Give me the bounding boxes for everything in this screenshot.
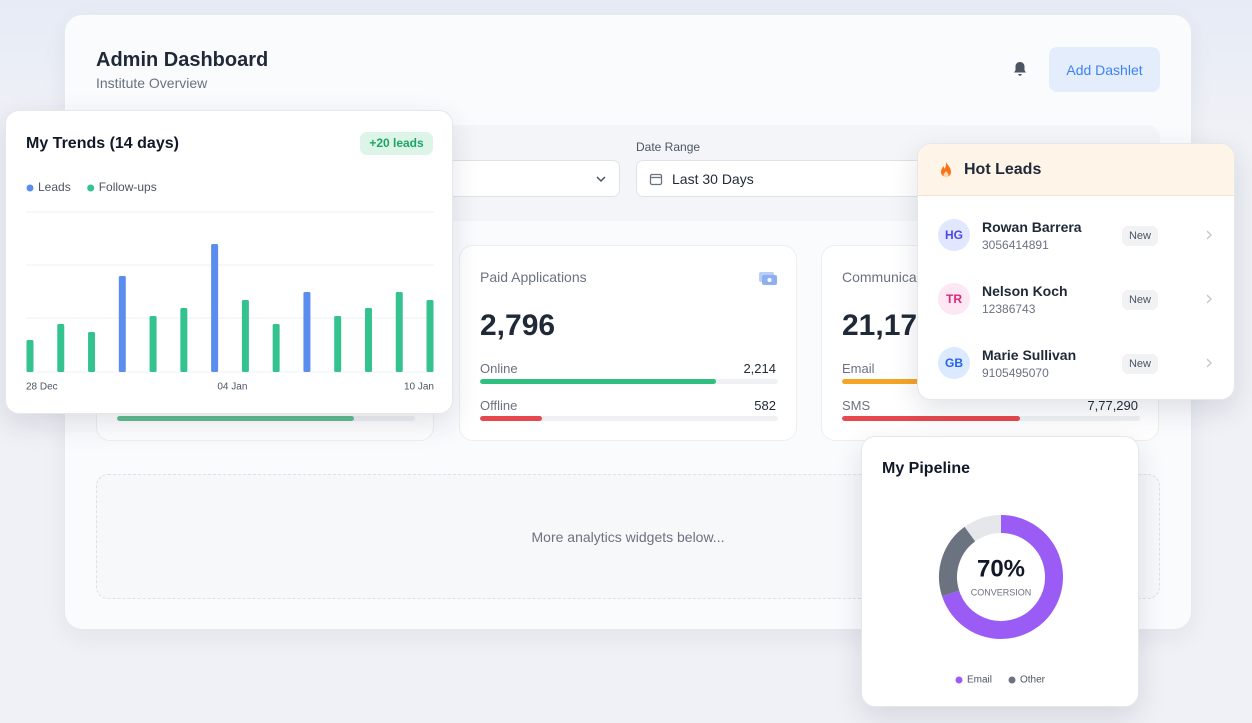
bar <box>364 308 372 372</box>
progress-track <box>480 416 778 421</box>
legend-label: Follow-ups <box>99 180 157 194</box>
donut-caption: CONVERSION <box>971 587 1032 597</box>
lead-name: Nelson Koch <box>982 283 1068 299</box>
lead-row[interactable]: HG Rowan Barrera 3056414891 New <box>918 219 1234 265</box>
chevron-icon <box>1206 230 1212 240</box>
pipeline-chart: My Pipeline 70% CONVERSION Email Other <box>882 460 1063 686</box>
badge: +20 leads <box>369 136 424 150</box>
hot-leads-header <box>918 144 1234 196</box>
lead-name: Marie Sullivan <box>982 347 1077 363</box>
hot-leads-title: Hot Leads <box>964 161 1042 178</box>
legend-swatch <box>87 184 95 192</box>
legend-swatch <box>955 676 963 684</box>
x-tick-label: 04 Jan <box>217 382 247 393</box>
add-dashlet-button[interactable]: Add Dashlet <box>1049 47 1160 92</box>
date-range-label: Date Range <box>636 140 701 154</box>
donut-center-value: 70% <box>977 555 1025 582</box>
x-tick-label: 28 Dec <box>26 382 58 393</box>
badge-bg <box>360 132 433 155</box>
hot-leads-card: Hot Leads HG Rowan Barrera 3056414891 New TR… <box>917 143 1235 400</box>
bar <box>334 316 342 372</box>
lead-row[interactable]: TR Nelson Koch 12386743 New <box>918 283 1234 329</box>
stat-card: Paid Applications 2,796 Online 2,214 Off… <box>459 245 797 441</box>
avatar: HG <box>938 219 970 251</box>
donut-segment <box>939 526 976 597</box>
bar <box>149 316 157 372</box>
bar <box>180 308 188 372</box>
legend-label: Leads <box>38 180 71 194</box>
donut-segment <box>942 515 1063 639</box>
calendar-icon <box>649 173 663 186</box>
pipeline-card: My Pipeline 70% CONVERSION Email Other <box>861 436 1139 707</box>
trends-chart: My Trends (14 days) +20 leads Leads Follo… <box>26 132 434 393</box>
lead-phone: 12386743 <box>982 302 1036 316</box>
legend-swatch <box>26 184 34 192</box>
progress-track <box>842 416 1140 421</box>
bar <box>241 300 249 372</box>
date-range-value: Last 30 Days <box>672 171 754 187</box>
legend-label: Email <box>967 675 992 686</box>
chart-title: My Pipeline <box>882 460 970 477</box>
bar <box>426 300 434 372</box>
grid <box>26 211 434 373</box>
chevron-icon <box>1206 358 1212 368</box>
stat-title: Communica <box>842 269 917 285</box>
fire-icon <box>941 162 951 178</box>
lead-name: Rowan Barrera <box>982 219 1082 235</box>
avatar: TR <box>938 283 970 315</box>
bar <box>88 332 96 372</box>
status-badge: New <box>1121 226 1158 246</box>
bar <box>303 292 311 372</box>
status-badge: New <box>1121 290 1158 310</box>
progress-fill <box>480 416 543 421</box>
progress-track <box>117 416 415 421</box>
progress-track <box>480 379 778 384</box>
page-title: Admin Dashboard <box>96 49 269 71</box>
status-badge: New <box>1121 354 1158 374</box>
lead-phone: 9105495070 <box>982 366 1049 380</box>
lead-row[interactable]: GB Marie Sullivan 9105495070 New <box>918 347 1234 393</box>
stat-total: 21,17, <box>842 309 926 342</box>
money-icon <box>759 272 777 285</box>
page-subtitle: Institute Overview <box>96 75 208 91</box>
notification-bell[interactable] <box>1011 60 1029 78</box>
row-value: 7,77,290 <box>1087 398 1138 413</box>
bar <box>395 292 403 372</box>
date-range-select[interactable]: Last 30 Days <box>636 160 936 197</box>
progress-fill <box>842 416 1020 421</box>
legend-swatch <box>1008 676 1016 684</box>
chart-title: My Trends (14 days) <box>26 135 179 152</box>
bar <box>26 340 34 372</box>
progress-fill <box>480 379 716 384</box>
row-value: 582 <box>754 398 776 413</box>
bar <box>57 324 65 372</box>
trends-card: My Trends (14 days) +20 leads Leads Follo… <box>5 110 453 414</box>
stat-title: Paid Applications <box>480 269 587 285</box>
row-label: Online <box>480 361 518 376</box>
row-label: SMS <box>842 398 871 413</box>
avatar: GB <box>938 347 970 379</box>
row-value: 2,214 <box>743 361 776 376</box>
bar <box>272 324 280 372</box>
filter-select[interactable] <box>420 160 620 197</box>
row-label: Email <box>842 361 875 376</box>
progress-fill <box>117 416 354 421</box>
chevron-icon <box>1206 294 1212 304</box>
x-tick-label: 10 Jan <box>404 382 434 393</box>
chevron-icon <box>596 176 606 183</box>
bar <box>118 276 126 372</box>
legend-label: Other <box>1020 675 1046 686</box>
stat-total: 2,796 <box>480 309 556 342</box>
lead-phone: 3056414891 <box>982 238 1049 252</box>
bar <box>211 244 219 372</box>
row-label: Offline <box>480 398 518 413</box>
